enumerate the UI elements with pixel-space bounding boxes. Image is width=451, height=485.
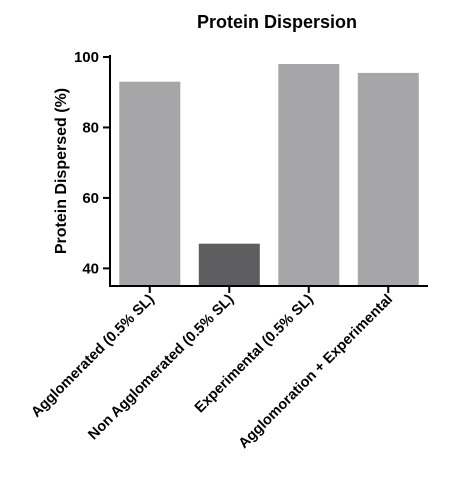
bar-3 bbox=[278, 64, 340, 286]
bar-2 bbox=[198, 243, 260, 286]
y-tick-label: 80 bbox=[82, 119, 99, 136]
y-tick-label: 100 bbox=[74, 49, 99, 66]
bar-1 bbox=[119, 81, 181, 286]
chart-title: Protein Dispersion bbox=[197, 12, 357, 32]
x-tick-label: Non Agglomerated (0.5% SL) bbox=[85, 291, 237, 443]
y-tick-label: 60 bbox=[82, 190, 99, 207]
y-axis-label: Protein Dispersed (%) bbox=[53, 88, 70, 254]
x-tick-label: Agglomoration + Experimental bbox=[236, 292, 396, 452]
y-tick-label: 40 bbox=[82, 260, 99, 277]
bar-4 bbox=[357, 72, 419, 287]
